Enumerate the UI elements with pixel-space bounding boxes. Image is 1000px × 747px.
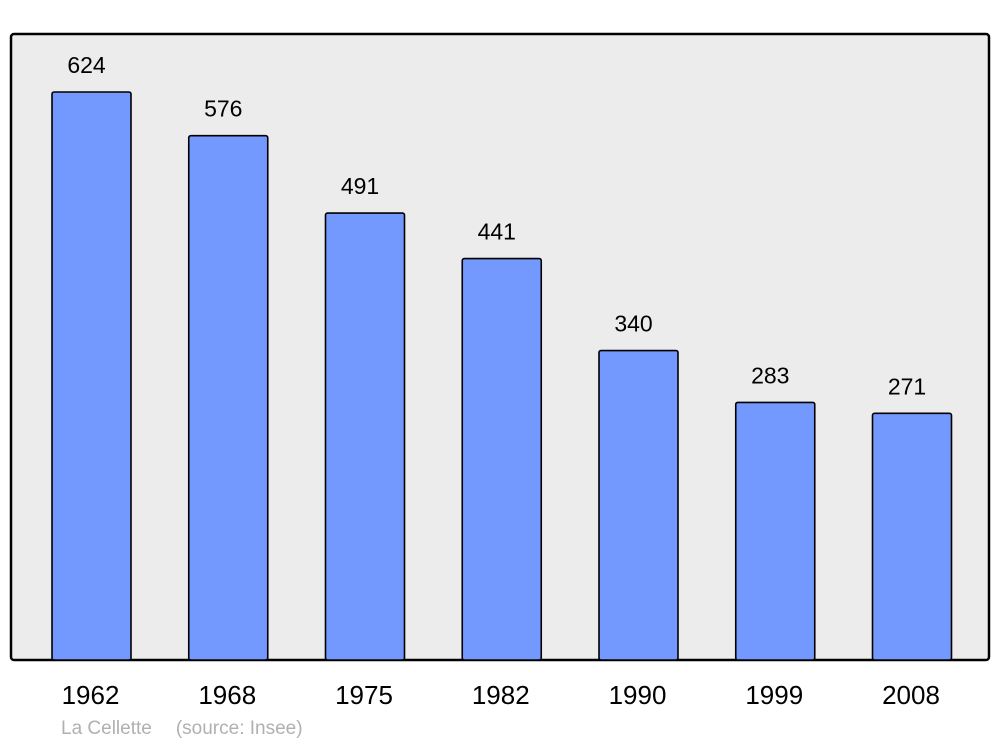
chart-footer: La Cellette (source: Insee) bbox=[61, 718, 327, 740]
bar-2008 bbox=[871, 412, 953, 661]
place-name: La Cellette bbox=[61, 718, 152, 739]
data-label: 576 bbox=[204, 96, 242, 122]
source-note: (source: Insee) bbox=[175, 718, 303, 739]
bar-1962 bbox=[51, 91, 132, 661]
data-label: 340 bbox=[614, 311, 652, 337]
data-label: 624 bbox=[67, 52, 106, 78]
bar-1982 bbox=[461, 257, 543, 661]
x-tick-label: 1968 bbox=[198, 680, 256, 710]
x-tick-label: 1982 bbox=[472, 680, 530, 710]
bar-1975 bbox=[324, 212, 406, 661]
data-label: 441 bbox=[478, 219, 516, 245]
bar-1968 bbox=[187, 134, 269, 661]
x-tick-label: 1975 bbox=[335, 680, 393, 710]
bar-1990 bbox=[598, 349, 679, 661]
x-tick-label: 1999 bbox=[745, 680, 803, 710]
x-tick-label: 2008 bbox=[882, 680, 940, 710]
data-label: 491 bbox=[341, 173, 379, 199]
data-label: 283 bbox=[751, 362, 789, 388]
x-tick-label: 1990 bbox=[609, 680, 667, 710]
data-label: 271 bbox=[888, 373, 926, 399]
x-tick-label: 1962 bbox=[62, 680, 120, 710]
bar-1999 bbox=[734, 401, 816, 661]
